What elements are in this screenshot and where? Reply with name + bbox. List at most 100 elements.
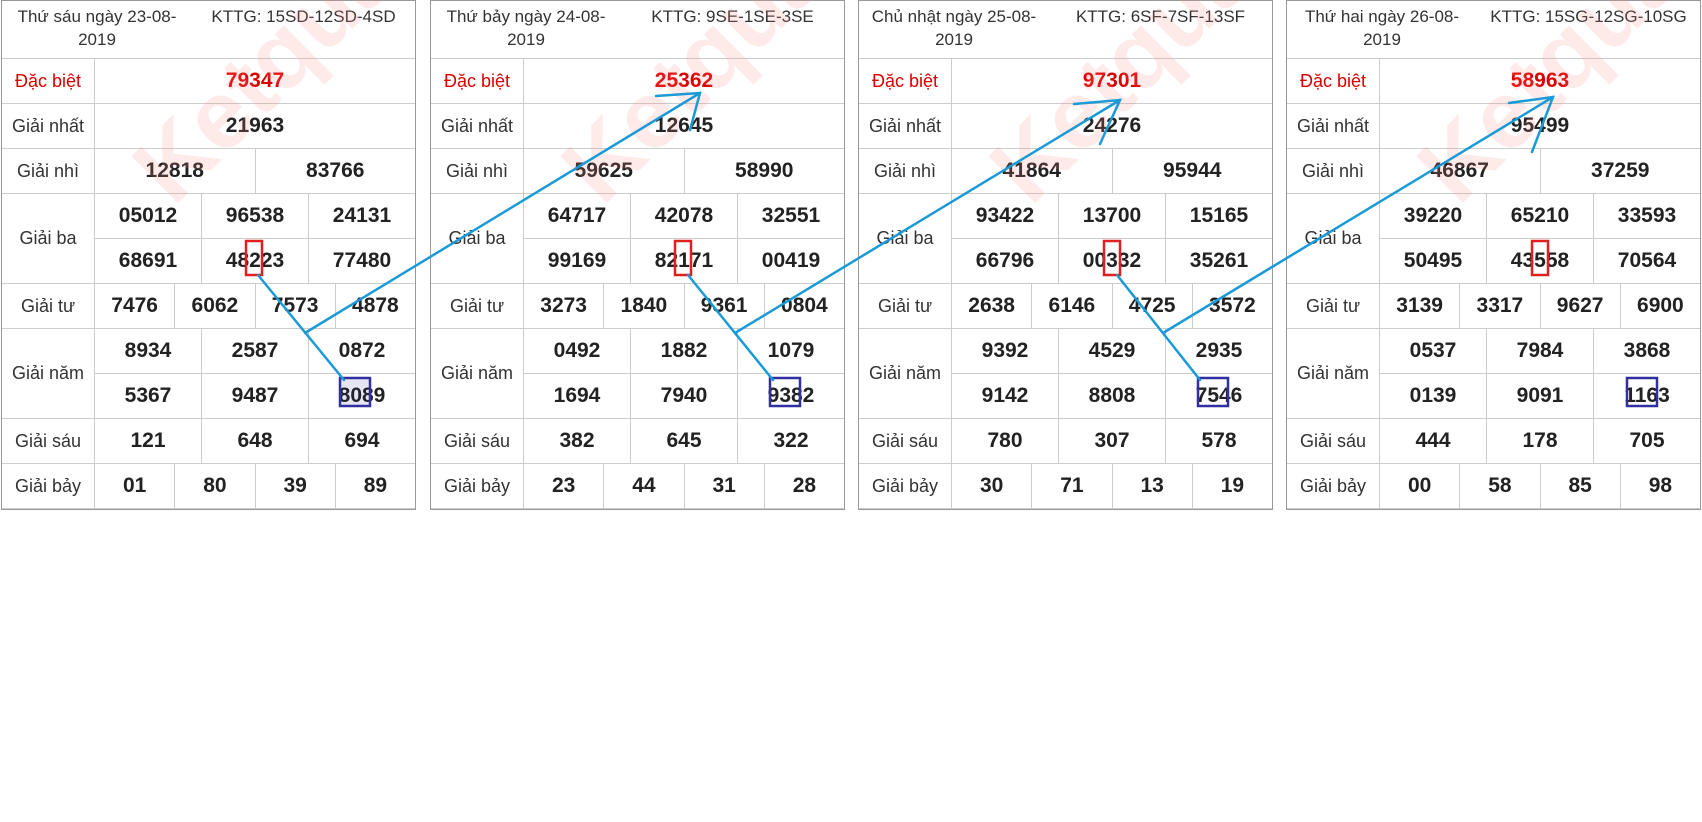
prize-number: 98	[1619, 464, 1700, 508]
draw-date: Chủ nhật ngày 25-08-2019	[871, 7, 1037, 49]
prize-number: 8089	[308, 374, 415, 418]
prize-line: 9392 4529 2935	[952, 329, 1272, 373]
prize-line: 59625 58990	[524, 149, 844, 193]
prize-number: 694	[308, 419, 415, 463]
prize-values: 39220 65210 33593 50495 43558 70564	[1380, 194, 1700, 283]
prize-row-fifth: Giải năm 0492 1882 1079 1694 7940 9382	[431, 329, 844, 419]
prize-label-second: Giải nhì	[859, 149, 952, 193]
prize-values: 93422 13700 15165 66796 00332 35261	[952, 194, 1272, 283]
prize-row-first: Giải nhất 95499	[1287, 104, 1700, 149]
prize-line: 46867 37259	[1380, 149, 1700, 193]
prize-values: 444 178 705	[1380, 419, 1700, 463]
prize-line: 12818 83766	[95, 149, 415, 193]
prize-number: 32551	[737, 194, 844, 238]
prize-values: 780 307 578	[952, 419, 1272, 463]
prize-values: 79347	[95, 59, 415, 103]
draw-date: Thứ bảy ngày 24-08-2019	[446, 7, 606, 49]
prize-number: 39	[254, 464, 335, 508]
prize-label-seventh: Giải bảy	[859, 464, 952, 508]
prize-label-third: Giải ba	[1287, 194, 1380, 283]
prize-number: 0872	[308, 329, 415, 373]
prize-label-second: Giải nhì	[431, 149, 524, 193]
prize-row-second: Giải nhì 59625 58990	[431, 149, 844, 194]
prize-number: 8934	[124, 339, 172, 362]
prize-number: 93422	[975, 204, 1035, 227]
prize-values: 41864 95944	[952, 149, 1272, 193]
prize-row-first: Giải nhất 12645	[431, 104, 844, 149]
special-prize-number: 79347	[225, 69, 285, 92]
prize-values: 12818 83766	[95, 149, 415, 193]
prize-row-second: Giải nhì 46867 37259	[1287, 149, 1700, 194]
prize-line: 0537 7984 3868	[1380, 329, 1700, 373]
prize-number: 645	[630, 419, 737, 463]
prize-line: 7476 6062 7573 4878	[95, 284, 415, 328]
prize-label-fourth: Giải tư	[2, 284, 95, 328]
board-header: Chủ nhật ngày 25-08-2019 KTTG: 6SF-7SF-13…	[859, 1, 1272, 59]
prize-values: 0537 7984 3868 0139 9091 1163	[1380, 329, 1700, 418]
prize-number: 12818	[145, 159, 204, 182]
prize-values: 3273 1840 9361 0804	[524, 284, 844, 328]
prize-row-seventh: Giải bảy 01 80 39 89	[2, 464, 415, 509]
prize-line: 780 307 578	[952, 419, 1272, 463]
prize-number: 35261	[1165, 239, 1272, 283]
prize-values: 382 645 322	[524, 419, 844, 463]
prize-row-second: Giải nhì 41864 95944	[859, 149, 1272, 194]
prize-number: 66796	[975, 249, 1035, 272]
prize-number: 1882	[630, 329, 737, 373]
prize-line: 68691 48223 77480	[95, 238, 415, 283]
prize-line: 97301	[952, 59, 1272, 103]
prize-number: 13700	[1058, 194, 1165, 238]
prize-number: 9487	[201, 374, 308, 418]
prize-line: 66796 00332 35261	[952, 238, 1272, 283]
prize-number: 58	[1459, 464, 1539, 508]
prize-number: 99169	[547, 249, 607, 272]
prize-label-sixth: Giải sáu	[431, 419, 524, 463]
draw-date: Thứ sáu ngày 23-08-2019	[17, 7, 177, 49]
prize-number: 31	[683, 464, 764, 508]
prize-line: 8934 2587 0872	[95, 329, 415, 373]
prize-number: 444	[1415, 429, 1451, 452]
prize-number: 33593	[1593, 194, 1700, 238]
prize-line: 64717 42078 32551	[524, 194, 844, 238]
prize-number: 4878	[334, 284, 415, 328]
prize-row-third: Giải ba 05012 96538 24131 68691 48223 77480	[2, 194, 415, 284]
prize-number: 77480	[308, 239, 415, 283]
prize-line: 58963	[1380, 59, 1700, 103]
prize-label-first: Giải nhất	[1287, 104, 1380, 148]
prize-values: 24276	[952, 104, 1272, 148]
prize-number: 68691	[118, 249, 178, 272]
prize-number: 65210	[1486, 194, 1593, 238]
prize-line: 41864 95944	[952, 149, 1272, 193]
prize-label-sixth: Giải sáu	[1287, 419, 1380, 463]
prize-number: 6062	[174, 284, 254, 328]
prize-number: 4725	[1111, 284, 1192, 328]
prize-label-fifth: Giải năm	[1287, 329, 1380, 418]
prize-label-seventh: Giải bảy	[2, 464, 95, 508]
prize-number: 24131	[308, 194, 415, 238]
prize-number: 96538	[201, 194, 308, 238]
special-prize-number: 58963	[1510, 69, 1570, 92]
prize-label-second: Giải nhì	[1287, 149, 1380, 193]
prize-line: 3139 3317 9627 6900	[1380, 284, 1700, 328]
prize-number: 46867	[1430, 159, 1489, 182]
prize-number: 2935	[1165, 329, 1272, 373]
prize-row-fifth: Giải năm 9392 4529 2935 9142 8808 7546	[859, 329, 1272, 419]
prize-number: 43558	[1486, 239, 1593, 283]
prize-row-sixth: Giải sáu 780 307 578	[859, 419, 1272, 464]
prize-number: 3139	[1396, 294, 1443, 317]
prize-row-seventh: Giải bảy 00 58 85 98	[1287, 464, 1700, 509]
prize-number: 9382	[737, 374, 844, 418]
prize-number: 6146	[1031, 284, 1111, 328]
prize-row-fifth: Giải năm 0537 7984 3868 0139 9091 1163	[1287, 329, 1700, 419]
prize-row-fourth: Giải tư 7476 6062 7573 4878	[2, 284, 415, 329]
result-board: Thứ sáu ngày 23-08-2019 KTTG: 15SD-12SD-4…	[1, 0, 539, 510]
prize-values: 7476 6062 7573 4878	[95, 284, 415, 328]
draw-code: KTTG: 15SD-12SD-4SD	[211, 7, 396, 26]
prize-number: 0139	[1409, 384, 1457, 407]
prize-values: 9392 4529 2935 9142 8808 7546	[952, 329, 1272, 418]
prize-line: 0139 9091 1163	[1380, 373, 1700, 418]
prize-number: 307	[1058, 419, 1165, 463]
prize-number: 121	[130, 429, 166, 452]
prize-line: 25362	[524, 59, 844, 103]
prize-number: 00	[1407, 474, 1432, 497]
